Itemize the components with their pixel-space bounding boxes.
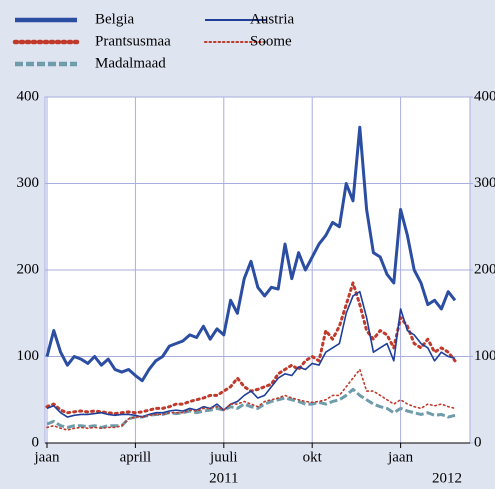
y2-tick-label: 0 [474, 434, 482, 450]
x-tick-label: jaan [34, 449, 60, 465]
series-line [46, 290, 456, 418]
x-tick-label: aprill [120, 449, 152, 465]
y-tick-label: 200 [17, 261, 40, 277]
series-line [46, 387, 456, 429]
x-year-label: 2011 [209, 470, 238, 486]
legend-label: Soome [250, 33, 292, 49]
legend-label: Prantsusmaa [95, 33, 171, 49]
y2-tick-label: 200 [474, 261, 495, 277]
y2-tick-label: 400 [474, 88, 495, 104]
series-line [46, 368, 456, 431]
legend-label: Belgia [95, 11, 134, 27]
y-tick-label: 400 [17, 88, 40, 104]
series-line [45, 125, 457, 383]
y2-tick-label: 100 [474, 348, 495, 364]
x-tick-label: jaan [387, 449, 413, 465]
y-tick-label: 0 [32, 434, 40, 450]
legend-label: Austria [250, 11, 295, 27]
x-tick-label: juuli [209, 449, 238, 465]
y-tick-label: 100 [17, 348, 40, 364]
x-year-label: 2012 [432, 470, 462, 486]
y2-tick-label: 300 [474, 175, 495, 191]
x-tick-label: okt [303, 449, 323, 465]
legend-label: Madalmaad [95, 55, 166, 71]
y-tick-label: 300 [17, 175, 40, 191]
